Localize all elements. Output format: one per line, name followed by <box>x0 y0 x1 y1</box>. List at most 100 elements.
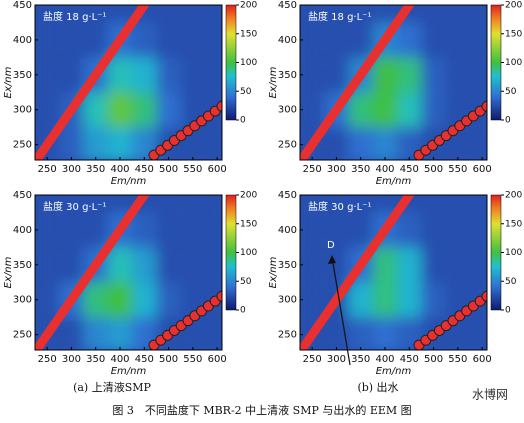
heat-cell <box>107 317 133 350</box>
heat-cell <box>35 195 60 213</box>
heat-cell <box>59 317 84 350</box>
heat-cell <box>180 195 205 213</box>
heat-cell <box>397 57 422 93</box>
heat-cell <box>445 22 470 58</box>
colorbar-tick-label: 150 <box>240 29 257 39</box>
colorbar-tick-label: 200 <box>240 191 257 201</box>
heat-cell <box>300 22 325 58</box>
heat-cell <box>205 57 222 93</box>
x-tick-label: 350 <box>86 354 105 365</box>
y-tick-label: 450 <box>13 190 32 201</box>
heat-cell <box>132 92 157 128</box>
x-tick-label: 250 <box>303 164 322 175</box>
colorbar-tick-label: 200 <box>505 191 522 201</box>
colorbar-tick-label: 200 <box>240 1 257 11</box>
x-tick-label: 600 <box>208 354 227 365</box>
heat-cell <box>397 282 422 318</box>
heat-cell <box>372 57 398 93</box>
heat-cell <box>83 22 108 58</box>
heat-cell <box>470 22 487 58</box>
colorbar <box>225 194 237 311</box>
heat-cell <box>35 247 60 283</box>
heat-cell <box>205 195 222 213</box>
heat-cell <box>156 195 181 213</box>
annotation: 盐度 30 g·L⁻¹ <box>308 200 371 213</box>
heat-cell <box>107 92 133 128</box>
heat-cell <box>83 92 108 128</box>
x-tick-label: 250 <box>303 354 322 365</box>
heat-cell <box>397 22 422 58</box>
heat-cell <box>180 247 205 283</box>
colorbar-tick-label: 0 <box>240 306 246 316</box>
heat-cell <box>107 247 133 283</box>
x-tick-label: 550 <box>448 354 467 365</box>
y-tick-label: 450 <box>278 190 297 201</box>
rayleigh-band <box>300 5 415 160</box>
heat-cell <box>180 5 205 23</box>
heat-cell <box>348 317 373 350</box>
y-tick-label: 250 <box>13 330 32 341</box>
heat-cell <box>83 195 108 213</box>
heat-cell <box>397 212 422 248</box>
rayleigh-band <box>35 195 150 350</box>
x-tick-label: 550 <box>183 354 202 365</box>
annotation: 盐度 18 g·L⁻¹ <box>43 10 106 23</box>
heat-cell <box>470 127 487 160</box>
heat-cell <box>107 57 133 93</box>
colorbar-tick-label: 0 <box>505 116 511 126</box>
heat-cell <box>324 57 349 93</box>
x-tick-label: 500 <box>159 354 178 365</box>
heat-cell <box>205 5 222 23</box>
heat-cell <box>421 92 446 128</box>
heat-cell <box>132 57 157 93</box>
y-tick-label: 350 <box>13 70 32 81</box>
heat-cell <box>348 92 373 128</box>
heat-cell <box>83 317 108 350</box>
heat-cell <box>83 282 108 318</box>
heat-cell <box>324 212 349 248</box>
heat-cell <box>445 247 470 283</box>
heat-cell <box>59 195 84 213</box>
x-tick-label: 400 <box>375 164 394 175</box>
x-tick-label: 550 <box>183 164 202 175</box>
colorbar-tick-label: 100 <box>505 58 522 68</box>
heat-cell <box>324 22 349 58</box>
plot-frame <box>299 194 488 351</box>
watermark: 水博网 <box>472 387 508 402</box>
x-tick-label: 400 <box>110 164 129 175</box>
x-tick-label: 500 <box>424 354 443 365</box>
heat-cell <box>59 22 84 58</box>
heat-cell <box>324 127 349 160</box>
heat-cell <box>470 5 487 23</box>
heat-cell <box>348 282 373 318</box>
y-tick-label: 350 <box>278 70 297 81</box>
heat-cell <box>300 92 325 128</box>
colorbar-tick-label: 150 <box>240 219 257 229</box>
colorbar <box>490 4 502 121</box>
heat-cell <box>59 247 84 283</box>
heat-cell <box>205 317 222 350</box>
heat-cell <box>205 22 222 58</box>
heat-cell <box>132 22 157 58</box>
heat-cell <box>445 57 470 93</box>
heat-cell <box>35 212 60 248</box>
heat-cell <box>180 22 205 58</box>
scatter-band <box>216 290 222 302</box>
y-tick-label: 300 <box>13 295 32 306</box>
y-tick-label: 300 <box>278 295 297 306</box>
heat-cell <box>372 247 398 283</box>
heat-cell <box>35 5 60 23</box>
heat-cell <box>300 212 325 248</box>
x-tick-label: 400 <box>110 354 129 365</box>
heat-cell <box>372 127 398 160</box>
x-tick-label: 450 <box>135 164 154 175</box>
heat-cell <box>397 92 422 128</box>
heat-cell <box>107 5 133 23</box>
heat-cell <box>445 195 470 213</box>
y-axis-label: Ex/nm <box>3 66 14 98</box>
plot-frame <box>34 194 223 351</box>
heat-cell <box>397 247 422 283</box>
x-tick-label: 450 <box>400 354 419 365</box>
y-tick-label: 400 <box>278 35 297 46</box>
heat-cell <box>59 127 84 160</box>
